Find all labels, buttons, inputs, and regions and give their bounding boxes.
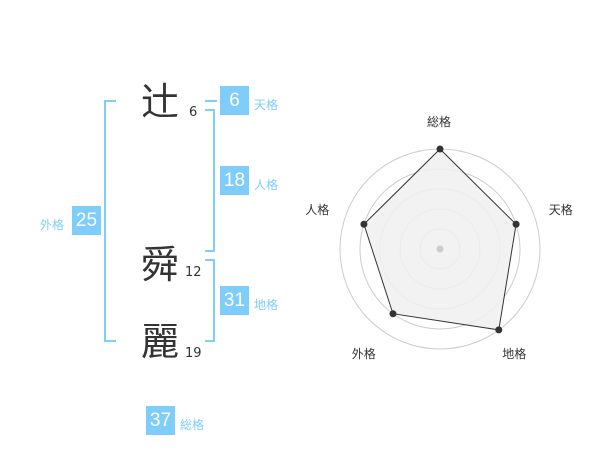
chikaku-value: 31 [220,286,249,315]
name-char-2: 舜 [141,243,180,287]
stroke-count-2: 12 [185,265,202,280]
chikaku-bracket [205,259,215,342]
radar-point-0 [436,145,444,153]
tenkaku-bracket [205,100,217,102]
jinkaku-label: 人格 [254,178,279,192]
name-char-1: 辻 [141,80,180,124]
gaikaku-value: 25 [72,206,101,235]
radar-point-4 [360,220,368,228]
radar-axis-label: 天格 [548,203,573,218]
tenkaku-label: 天格 [254,98,279,112]
jinkaku-bracket [205,109,215,252]
soukaku-value: 37 [146,406,175,435]
radar-area [363,148,517,331]
gaikaku-bracket [104,100,116,342]
radar-axis-label: 総格 [427,115,452,129]
name-char-3: 麗 [141,320,180,364]
radar-point-1 [512,220,520,228]
chikaku-label: 地格 [254,298,279,312]
gaikaku-label: 外格 [40,218,65,232]
radar-point-3 [389,310,397,318]
jinkaku-value: 18 [220,166,249,195]
radar-point-2 [495,326,503,334]
radar-axis-label: 地格 [502,346,527,361]
soukaku-label: 総格 [180,418,205,432]
radar-axis-label: 人格 [305,203,330,218]
tenkaku-value: 6 [220,86,249,115]
radar-axis-label: 外格 [351,346,376,361]
radar-center [436,245,444,253]
stroke-count-1: 6 [189,105,198,120]
stroke-count-3: 19 [185,346,202,361]
